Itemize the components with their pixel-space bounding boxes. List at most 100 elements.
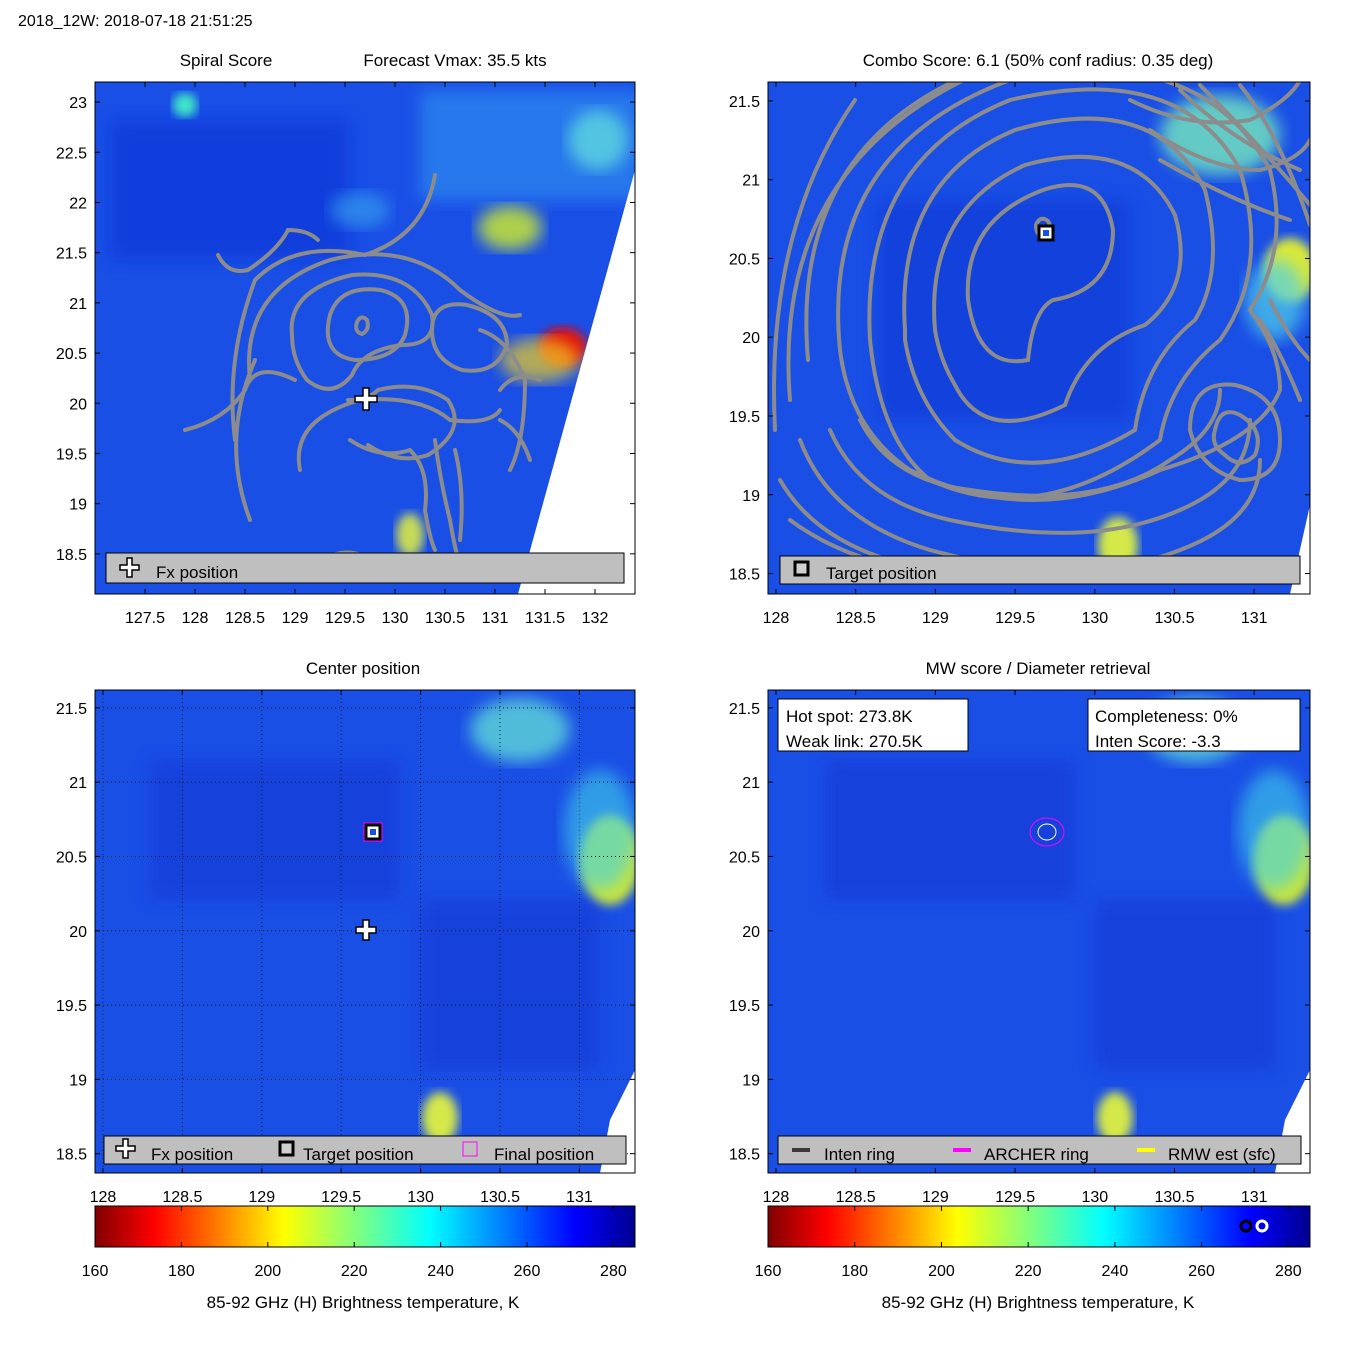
x-tick-label: 128 (763, 610, 790, 627)
spiral-warm-5 (568, 110, 628, 170)
x-tick-label: 128 (182, 610, 209, 627)
x-tick-label: 131.5 (525, 610, 565, 627)
colorbar-right-ticks: 160 180 200 220 240 260 280 (755, 1206, 1302, 1280)
colorbar-tick-label: 220 (1015, 1263, 1042, 1280)
hot-spot-marker (1255, 1219, 1269, 1233)
mw-cool-patch-2 (1095, 900, 1275, 1070)
center-axes-frame (94, 689, 636, 1174)
mw-archer-ring (1029, 817, 1065, 847)
spiral-cool-patch (110, 120, 350, 260)
x-tick-label: 130.5 (425, 610, 465, 627)
x-tick-label: 131 (1241, 610, 1268, 627)
center-legend-target-label: Target position (303, 1145, 414, 1164)
combo-title: Combo Score: 6.1 (50% conf radius: 0.35 … (863, 51, 1214, 70)
y-tick-label: 19 (742, 488, 760, 505)
center-title: Center position (306, 659, 420, 678)
spiral-contours (183, 173, 542, 567)
x-tick-label: 129 (282, 610, 309, 627)
y-tick-label: 19.5 (56, 446, 87, 463)
center-legend-fx-icon (115, 1138, 136, 1159)
combo-ticks: 128 128.5 129 129.5 130 130.5 131 18.5 19 19.5 20 2… (729, 82, 1310, 627)
combo-target-marker (1037, 224, 1055, 242)
combo-legend-target-icon (793, 560, 810, 577)
y-tick-label: 20.5 (56, 849, 87, 866)
x-tick-label: 130.5 (1154, 610, 1194, 627)
mw-warm-1-halo (1238, 770, 1310, 890)
mw-cool-patch-1 (825, 760, 1075, 900)
spiral-title: Spiral Score (180, 51, 273, 70)
y-tick-label: 20.5 (729, 251, 760, 268)
y-tick-label: 22.5 (56, 145, 87, 162)
colorbar-right: 160 180 200 220 240 260 280 85-92 GHz (H) Brig… (755, 1205, 1311, 1312)
colorbar-score-markers (1239, 1219, 1269, 1233)
y-tick-label: 21.5 (729, 94, 760, 111)
spiral-warm-4 (173, 93, 197, 117)
spiral-warm-1-halo (500, 338, 580, 382)
mw-legend-archer-label: ARCHER ring (984, 1145, 1089, 1164)
x-tick-label: 129 (248, 1189, 275, 1206)
panel-spiral-score: Spiral Score Forecast Vmax: 35.5 kts (56, 51, 636, 627)
x-tick-label: 130 (407, 1189, 434, 1206)
mw-title: MW score / Diameter retrieval (926, 659, 1151, 678)
colorbar-tick-label: 220 (341, 1263, 368, 1280)
y-tick-label: 23 (69, 95, 87, 112)
center-ticks: 128 128.5 129 129.5 130 130.5 131 18.5 19 19.5 20 2… (56, 690, 635, 1206)
y-tick-label: 20 (69, 924, 87, 941)
colorbar-tick-label: 160 (82, 1263, 109, 1280)
y-tick-label: 19.5 (729, 409, 760, 426)
spiral-warm-2 (478, 206, 542, 250)
x-tick-label: 130.5 (1154, 1189, 1194, 1206)
y-tick-label: 20 (742, 330, 760, 347)
x-tick-label: 128.5 (836, 610, 876, 627)
x-tick-label: 131 (566, 1189, 593, 1206)
y-tick-label: 18.5 (56, 1147, 87, 1164)
x-tick-label: 130 (382, 610, 409, 627)
colorbar-tick-label: 160 (755, 1263, 782, 1280)
x-tick-label: 130 (1081, 610, 1108, 627)
colorbar-left: 160 180 200 220 240 260 280 85-92 GHz (H) Brig… (82, 1205, 636, 1312)
x-tick-label: 130.5 (480, 1189, 520, 1206)
mw-legend: Inten ring ARCHER ring RMW est (sfc) (777, 1135, 1302, 1165)
spiral-fx-marker (354, 387, 378, 411)
colorbar-tick-label: 180 (168, 1263, 195, 1280)
y-tick-label: 21 (742, 775, 760, 792)
colorbar-tick-label: 260 (1188, 1263, 1215, 1280)
spiral-ticks: 127.5 128 128.5 129 129.5 130 130.5 131 131.5 132… (56, 82, 635, 627)
combo-cool-patch (880, 200, 1130, 420)
y-tick-label: 20.5 (729, 849, 760, 866)
mw-completeness: Completeness: 0% (1095, 707, 1238, 726)
x-tick-label: 130 (1081, 1189, 1108, 1206)
combo-legend: Target position (779, 555, 1301, 585)
colorbar-tick-label: 240 (1102, 1263, 1129, 1280)
mw-ticks: 128 128.5 129 129.5 130 130.5 131 18.5 19 19.5 20 2… (729, 690, 1310, 1206)
mw-axes-frame (767, 689, 1311, 1174)
colorbar-right-label: 85-92 GHz (H) Brightness temperature, K (882, 1293, 1195, 1312)
x-tick-label: 128 (90, 1189, 117, 1206)
center-fx-marker (355, 919, 377, 941)
panel-mw-score: MW score / Diameter retrieval Hot spot: … (729, 659, 1311, 1206)
x-tick-label: 129.5 (321, 1189, 361, 1206)
y-tick-label: 21 (69, 296, 87, 313)
spiral-axes-frame (94, 81, 636, 595)
mw-weak-link: Weak link: 270.5K (786, 732, 923, 751)
y-tick-label: 21.5 (56, 246, 87, 263)
center-cool-patch-2 (420, 900, 600, 1070)
mw-hotspot-box: Hot spot: 273.8K Weak link: 270.5K (777, 698, 969, 752)
colorbar-tick-label: 200 (254, 1263, 281, 1280)
y-tick-label: 19 (69, 497, 87, 514)
combo-axes-frame (767, 81, 1311, 595)
y-tick-label: 18.5 (729, 1147, 760, 1164)
center-warm-3 (422, 1092, 458, 1144)
mw-inten-score: Inten Score: -3.3 (1095, 732, 1221, 751)
center-final-marker (363, 822, 383, 842)
y-tick-label: 21 (742, 173, 760, 190)
center-legend-fx-label: Fx position (151, 1145, 233, 1164)
x-tick-label: 128 (763, 1189, 790, 1206)
spiral-warm-6 (330, 192, 390, 228)
colorbar-tick-label: 280 (1275, 1263, 1302, 1280)
spiral-legend-fx-icon (119, 557, 140, 578)
colorbar-tick-label: 280 (600, 1263, 627, 1280)
weak-link-marker (1239, 1219, 1253, 1233)
colorbar-left-label: 85-92 GHz (H) Brightness temperature, K (207, 1293, 520, 1312)
x-tick-label: 129 (922, 610, 949, 627)
